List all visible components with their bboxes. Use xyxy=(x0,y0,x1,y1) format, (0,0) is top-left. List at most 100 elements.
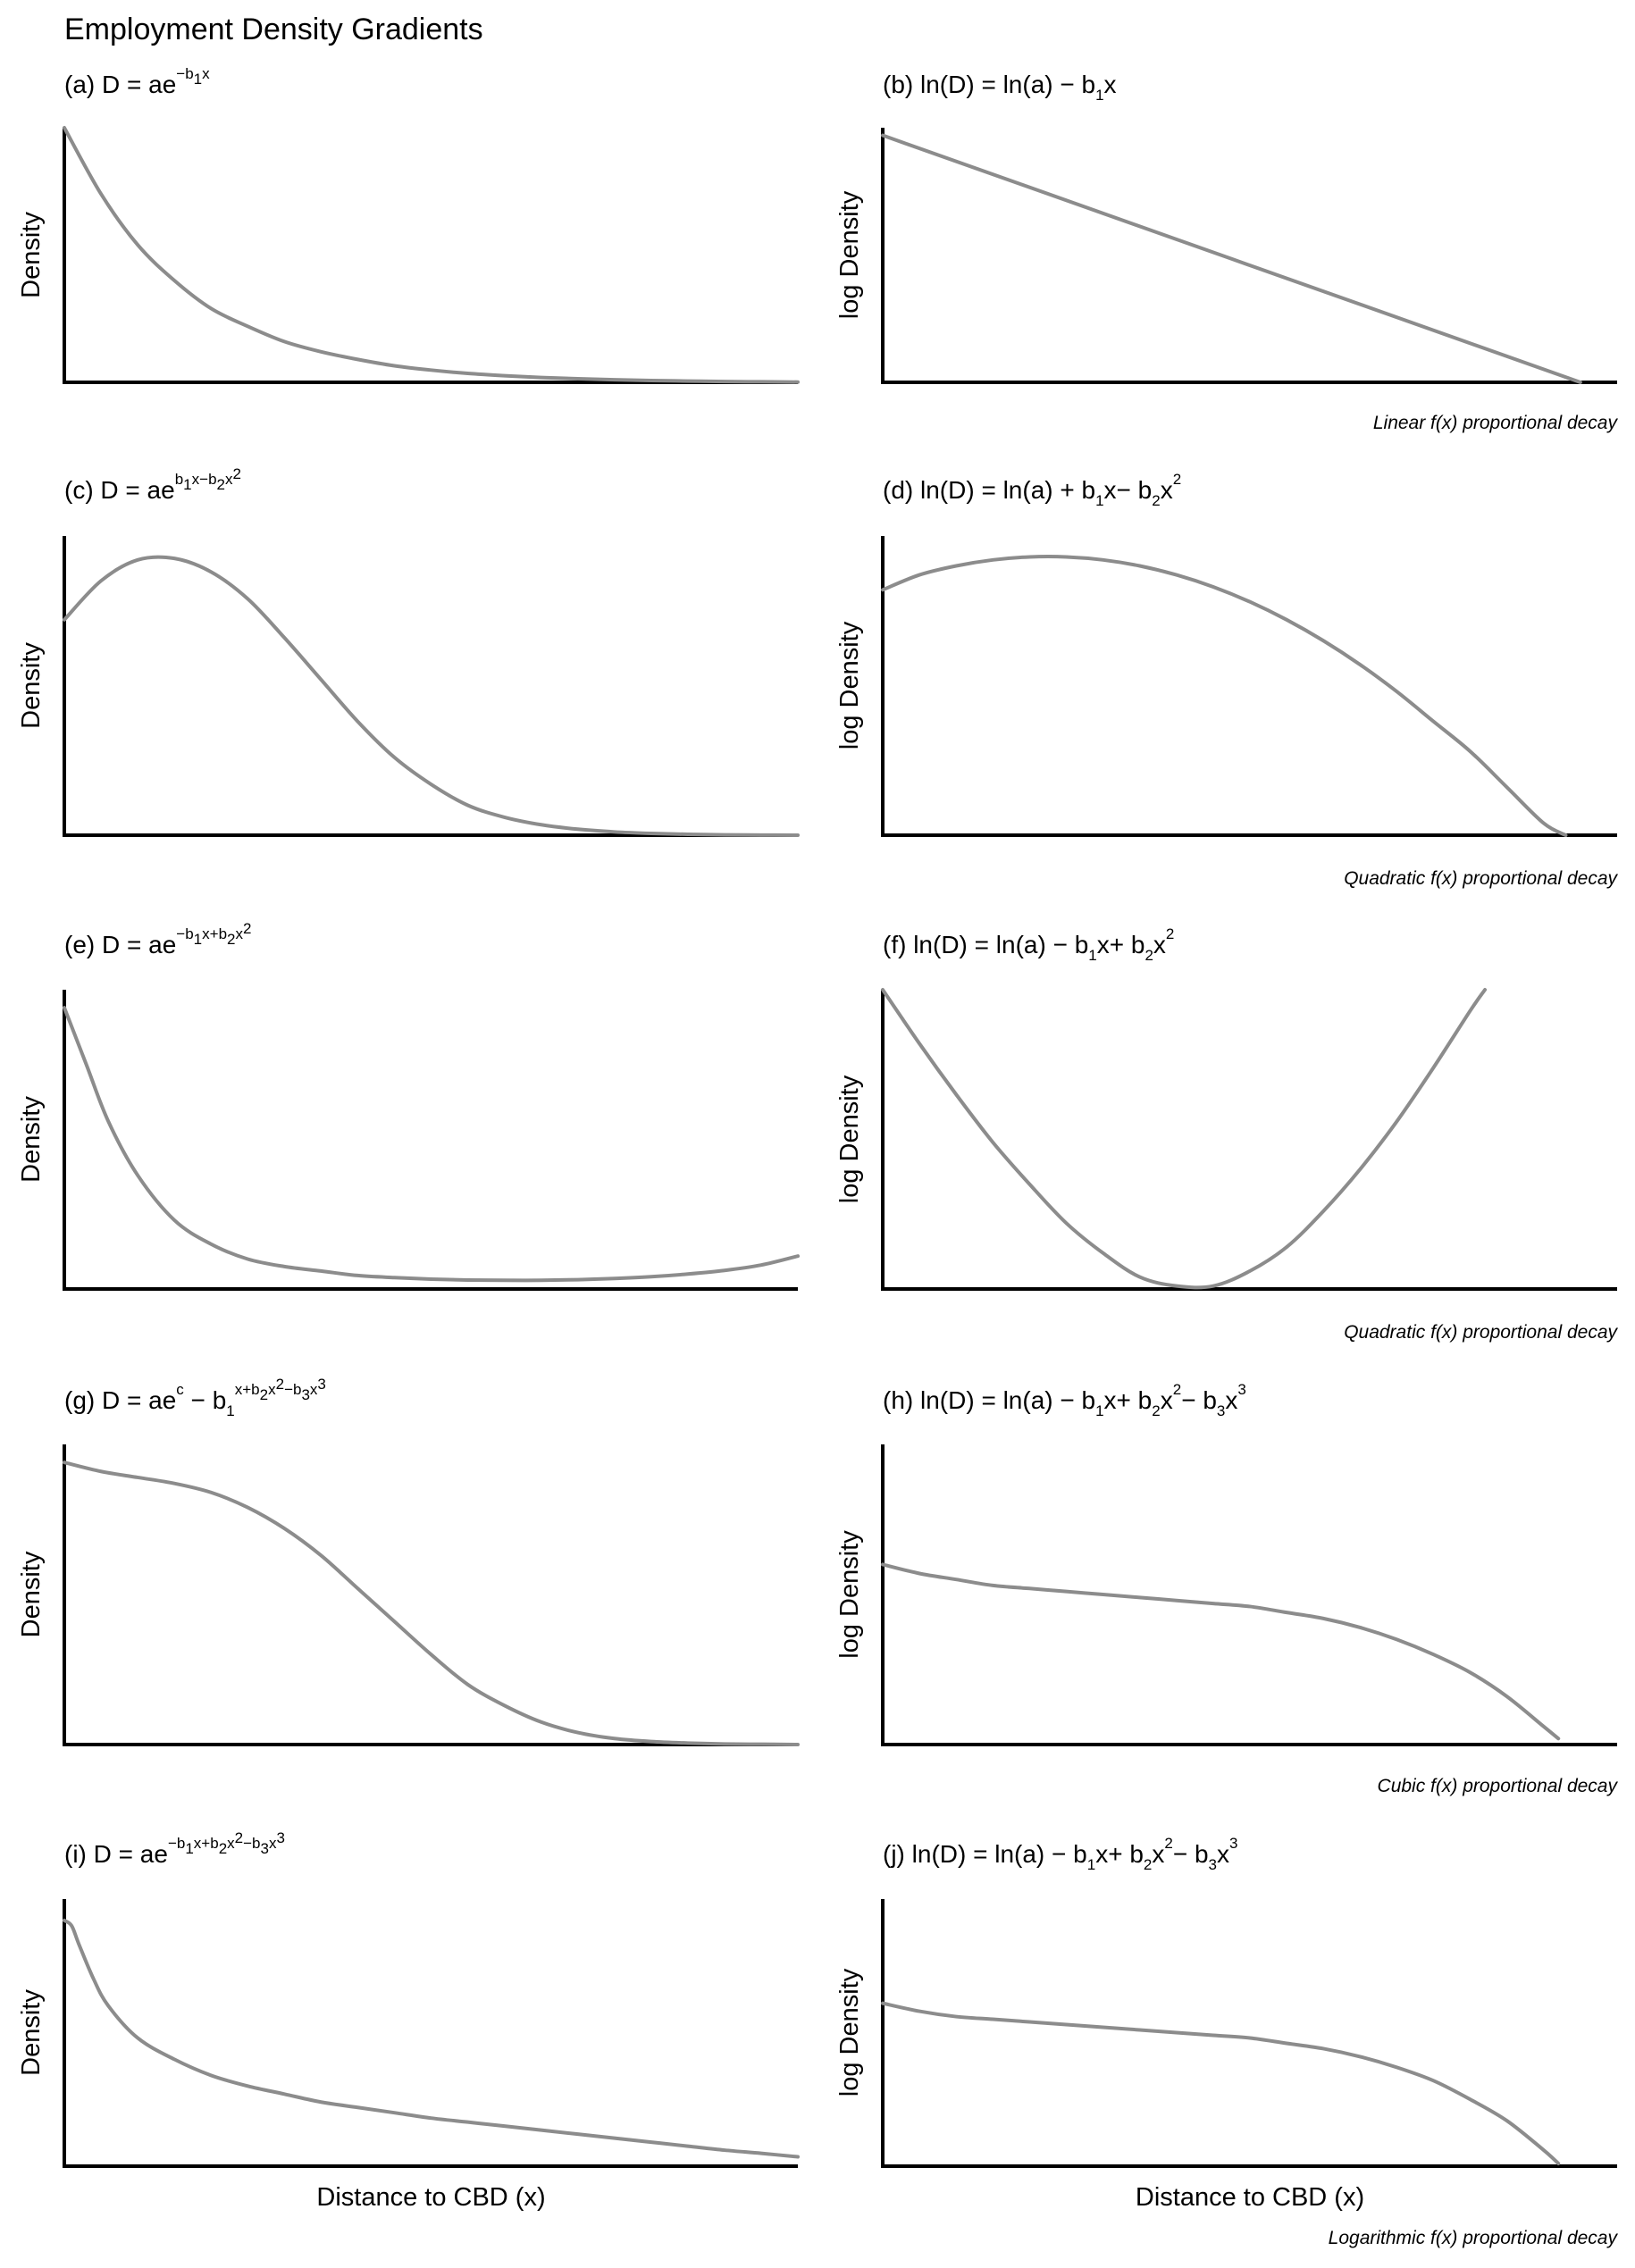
title-part: − b xyxy=(1173,1840,1209,1868)
x-axis-label-right: Distance to CBD (x) xyxy=(1136,2183,1364,2212)
title-part: − b xyxy=(184,1386,226,1414)
title-part: −b xyxy=(176,925,193,942)
x-axis-label-left: Distance to CBD (x) xyxy=(316,2183,545,2212)
title-part: (e) D = ae xyxy=(64,931,176,958)
title-part: x− b xyxy=(1104,476,1153,504)
title-part: 3 xyxy=(1237,1381,1245,1398)
row-note-1: Linear f(x) proportional decay xyxy=(1373,413,1619,433)
y-axis-label-b: log Density xyxy=(835,190,864,319)
panel-title-f: (f) ln(D) = ln(a) − b1x+ b2x2 xyxy=(883,925,1174,964)
title-part: (i) D = ae xyxy=(64,1840,168,1868)
title-part: x xyxy=(227,1835,235,1852)
title-part: 1 xyxy=(185,1840,193,1857)
row-notes-group: Linear f(x) proportional decay Quadratic … xyxy=(1329,413,1619,2248)
series-line-g xyxy=(63,1460,800,1746)
title-part: 2 xyxy=(1173,471,1181,488)
panel-title-a: (a) D = ae−b1x xyxy=(64,65,210,98)
title-part: 3 xyxy=(317,1376,325,1393)
figure-title: Employment Density Gradients xyxy=(64,13,483,46)
panel-a: (a) D = ae−b1x Density xyxy=(17,65,800,384)
title-part: 2 xyxy=(1173,1381,1181,1398)
title-part: c xyxy=(176,1381,184,1398)
title-part: (d) ln(D) = ln(a) + b xyxy=(883,476,1095,504)
title-part: 2 xyxy=(1164,1835,1172,1852)
title-part: 2 xyxy=(1166,925,1174,942)
y-axis-label-f: log Density xyxy=(835,1075,864,1203)
title-part: x xyxy=(1161,476,1173,504)
title-part: x xyxy=(1152,1840,1164,1868)
title-part: x xyxy=(268,1381,276,1398)
title-part: x+ b xyxy=(1095,1840,1144,1868)
title-part: x xyxy=(202,65,210,82)
y-axis-label-d: log Density xyxy=(835,621,864,749)
panel-f: (f) ln(D) = ln(a) − b1x+ b2x2 log Density xyxy=(835,925,1617,1291)
title-part: x xyxy=(310,1381,318,1398)
title-part: 2 xyxy=(260,1386,268,1403)
title-part: 1 xyxy=(194,931,202,948)
title-part: 2 xyxy=(1152,492,1160,509)
title-part: 2 xyxy=(219,1840,227,1857)
title-part: 3 xyxy=(301,1386,309,1403)
title-part: x xyxy=(1153,931,1166,958)
title-part: 3 xyxy=(261,1840,269,1857)
title-part: 2 xyxy=(235,1829,243,1846)
series-line-e xyxy=(63,1006,800,1283)
panel-title-b: (b) ln(D) = ln(a) − b1x xyxy=(883,71,1117,104)
title-part: x+b xyxy=(194,1835,219,1852)
y-axis-label-c: Density xyxy=(17,642,46,729)
title-part: 3 xyxy=(1217,1402,1225,1419)
title-part: 1 xyxy=(1095,1402,1103,1419)
title-part: x xyxy=(225,471,233,488)
panel-b: (b) ln(D) = ln(a) − b1x log Density xyxy=(835,71,1617,384)
title-part: 1 xyxy=(183,476,191,493)
x-axis-labels-group: Distance to CBD (x) Distance to CBD (x) xyxy=(316,2183,1364,2212)
series-line-a xyxy=(63,126,800,384)
title-part: x xyxy=(236,925,244,942)
title-part: (b) ln(D) = ln(a) − b xyxy=(883,71,1095,98)
title-part: x xyxy=(1104,71,1117,98)
title-part: −b xyxy=(284,1381,301,1398)
panel-title-c: (c) D = aeb1x−b2x2 xyxy=(64,465,241,504)
title-part: −b xyxy=(243,1835,260,1852)
series-line-j xyxy=(881,2001,1561,2166)
row-note-5: Logarithmic f(x) proportional decay xyxy=(1329,2228,1619,2248)
panel-title-d: (d) ln(D) = ln(a) + b1x− b2x2 xyxy=(883,471,1181,509)
title-part: (j) ln(D) = ln(a) − b xyxy=(883,1840,1087,1868)
y-axis-label-e: Density xyxy=(17,1096,46,1183)
title-part: x xyxy=(1225,1386,1237,1414)
title-part: x xyxy=(1217,1840,1229,1868)
title-part: (h) ln(D) = ln(a) − b xyxy=(883,1386,1095,1414)
y-axis-label-g: Density xyxy=(17,1551,46,1637)
title-part: 2 xyxy=(233,465,241,482)
title-part: −b xyxy=(168,1835,185,1852)
row-note-3: Quadratic f(x) proportional decay xyxy=(1344,1322,1618,1343)
title-part: x+b xyxy=(202,925,227,942)
row-note-2: Quadratic f(x) proportional decay xyxy=(1344,868,1618,889)
title-part: 1 xyxy=(1087,1856,1095,1873)
panel-title-i: (i) D = ae−b1x+b2x2−b3x3 xyxy=(64,1829,285,1868)
title-part: x+b xyxy=(235,1381,260,1398)
y-axis-label-a: Density xyxy=(17,212,46,298)
title-part: (g) D = ae xyxy=(64,1386,176,1414)
title-part: 2 xyxy=(217,476,225,493)
title-part: 3 xyxy=(276,1829,284,1846)
title-part: 2 xyxy=(1144,1856,1152,1873)
panel-title-j: (j) ln(D) = ln(a) − b1x+ b2x2− b3x3 xyxy=(883,1835,1237,1873)
title-part: x xyxy=(269,1835,277,1852)
title-part: 1 xyxy=(226,1402,234,1419)
panels-group: (a) D = ae−b1x Density (b) ln(D) = ln(a) −… xyxy=(17,65,1617,2168)
panel-title-e: (e) D = ae−b1x+b2x2 xyxy=(64,920,251,958)
title-part: 1 xyxy=(1095,492,1103,509)
title-part: b xyxy=(175,471,183,488)
y-axis-label-i: Density xyxy=(17,1989,46,2076)
series-line-f xyxy=(881,988,1488,1290)
title-part: (f) ln(D) = ln(a) − b xyxy=(883,931,1088,958)
series-line-b xyxy=(881,133,1582,384)
title-part: 2 xyxy=(1144,947,1153,964)
